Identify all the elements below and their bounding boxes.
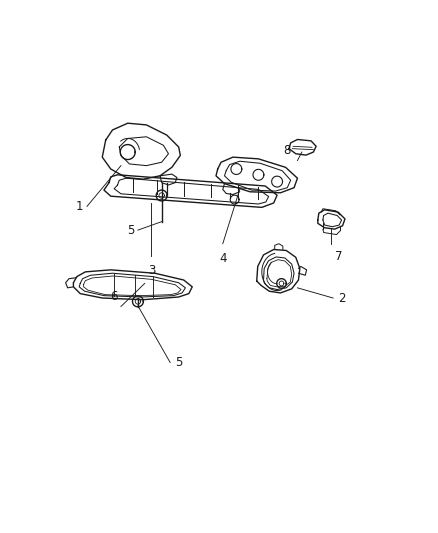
Text: 4: 4 [219,252,226,265]
Text: 2: 2 [338,292,346,304]
Text: 1: 1 [76,200,84,213]
Text: 5: 5 [127,224,134,237]
Text: 5: 5 [175,356,183,369]
Text: 6: 6 [110,290,117,303]
Text: 7: 7 [335,250,342,263]
Text: 8: 8 [283,144,291,157]
Text: 3: 3 [148,264,155,277]
